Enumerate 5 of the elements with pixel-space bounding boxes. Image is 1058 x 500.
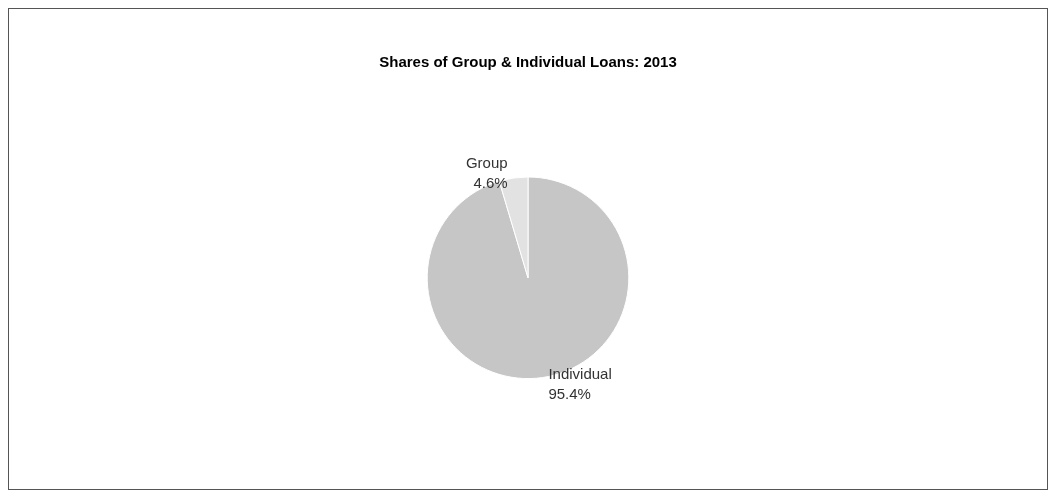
slice-label: Individual: [548, 364, 612, 382]
data-label: 95.4%: [548, 384, 591, 402]
chart-title: Shares of Group & Individual Loans: 2013: [379, 53, 677, 70]
slice-label: Group: [465, 153, 508, 171]
data-label: 4.6%: [473, 173, 508, 191]
